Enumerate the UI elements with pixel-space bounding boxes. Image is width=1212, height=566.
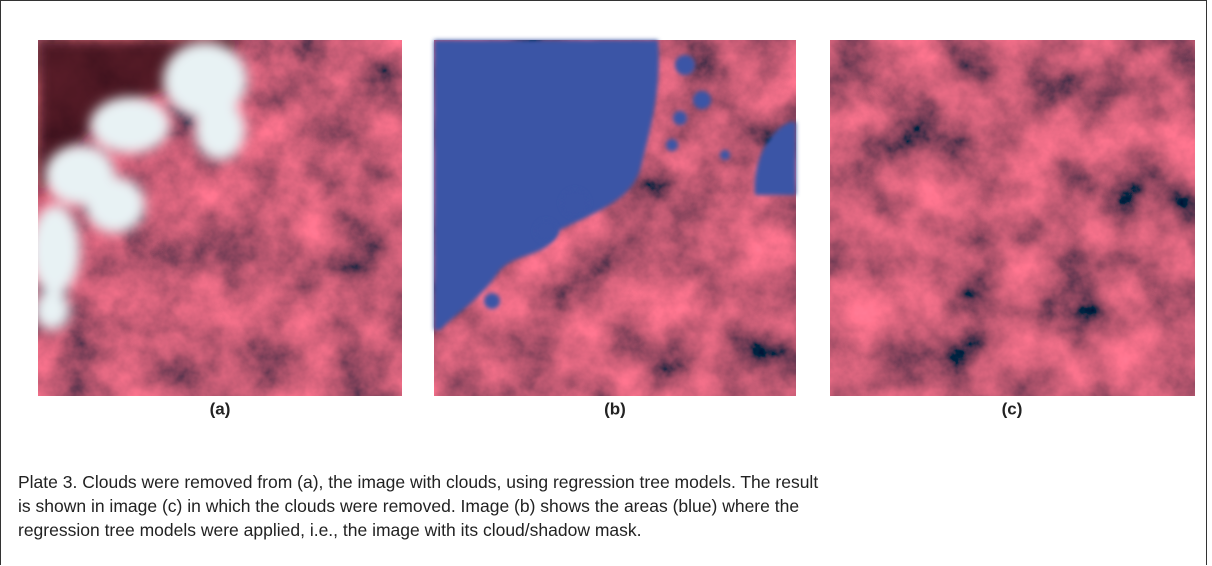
panel-b-image [434, 40, 796, 396]
panel-label: (b) [604, 399, 626, 418]
caption-line: Plate 3. Clouds were removed from (a), t… [18, 470, 818, 494]
caption-line: is shown in image (c) in which the cloud… [18, 494, 818, 518]
caption-line: regression tree models were applied, i.e… [18, 518, 818, 542]
caption: Plate 3. Clouds were removed from (a), t… [18, 470, 818, 542]
page: (a) (b) (c) Plate 3. Clouds were removed… [0, 0, 1212, 566]
figure-images: (a) (b) (c) [0, 0, 1212, 460]
panel-label: (a) [210, 399, 231, 418]
panel-a-image [30, 40, 402, 396]
panel-label: (c) [1002, 399, 1023, 418]
panel-c-image [830, 40, 1195, 396]
